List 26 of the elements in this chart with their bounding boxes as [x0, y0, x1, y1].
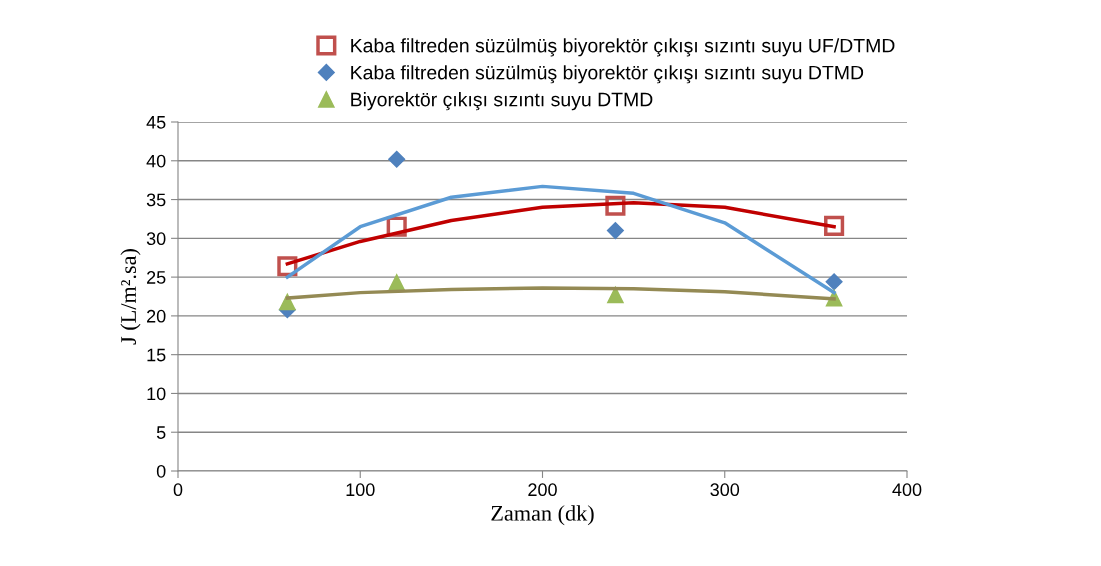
y-tick-label: 5: [156, 426, 166, 439]
y-tick-label: 30: [146, 232, 166, 246]
y-tick-label: 20: [147, 309, 166, 323]
point: [824, 215, 845, 236]
x-tick-label: 400: [892, 483, 922, 497]
y-tick-label: 10: [147, 387, 166, 401]
point: [388, 150, 406, 168]
y-tick-label: 15: [147, 348, 166, 362]
point: [279, 293, 296, 311]
legend-label: Biyorektör çıkışı sızıntı suyu DTMD: [351, 92, 653, 111]
x-axis-title: Zaman (dk): [491, 505, 594, 526]
y-tick-label: 40: [146, 154, 166, 168]
point: [607, 286, 624, 304]
x-tick-label: 200: [528, 483, 557, 497]
y-tick-label: 0: [156, 464, 166, 478]
point: [606, 222, 624, 240]
legend-label: Kaba filtreden süzülmüş biyorektör çıkışı sızıntı suyu UF/DTMD: [351, 38, 895, 57]
y-tick-label: 35: [146, 193, 166, 207]
x-tick-label: 100: [346, 483, 375, 497]
point: [825, 273, 843, 291]
y-axis-title: J (L/m².sa): [120, 249, 141, 345]
x-tick-label: 0: [173, 483, 183, 497]
x-tick-label: 300: [710, 483, 740, 497]
y-tick-label: 25: [147, 271, 166, 284]
y-tick-label: 45: [146, 116, 166, 129]
legend-label: Kaba filtreden süzülmüş biyorektör çıkışı sızıntı suyu DTMD: [351, 65, 864, 84]
